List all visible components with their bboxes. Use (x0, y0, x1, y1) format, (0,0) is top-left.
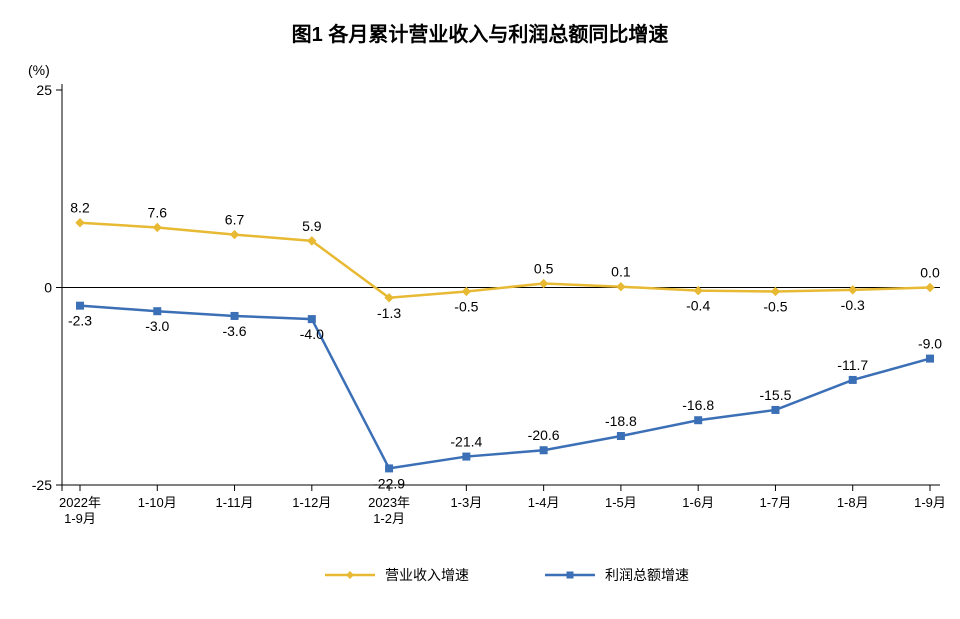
data-label: -2.3 (68, 313, 92, 329)
data-label: -9.0 (918, 336, 942, 352)
diamond-marker (926, 284, 934, 292)
legend-label-1: 利润总额增速 (605, 567, 689, 583)
x-tick-label: 1-2月 (373, 511, 405, 526)
square-marker (772, 406, 779, 413)
data-label: -20.6 (528, 427, 560, 443)
x-tick-label: 1-8月 (837, 495, 869, 510)
square-marker (154, 308, 161, 315)
chart-title: 图1 各月累计营业收入与利润总额同比增速 (0, 18, 960, 47)
data-label: -0.5 (763, 298, 787, 314)
x-tick-label: 1-10月 (138, 495, 177, 510)
x-tick-label: 1-9月 (914, 495, 946, 510)
diamond-marker (771, 287, 779, 295)
y-tick-label: 25 (36, 82, 52, 98)
square-marker (308, 316, 315, 323)
y-axis-unit-label: (%) (28, 62, 50, 78)
square-marker (540, 447, 547, 454)
data-label: -0.3 (841, 297, 865, 313)
chart-container: 图1 各月累计营业收入与利润总额同比增速 (%) -250252022年1-9月… (0, 0, 960, 619)
data-label: 6.7 (225, 212, 245, 228)
square-marker (231, 312, 238, 319)
diamond-marker (617, 283, 625, 291)
data-label: 0.1 (611, 264, 631, 280)
square-marker (927, 355, 934, 362)
x-tick-label: 1-6月 (682, 495, 714, 510)
square-marker (463, 453, 470, 460)
series-line-1 (80, 306, 930, 469)
data-label: 5.9 (302, 218, 322, 234)
x-tick-label: 1-3月 (450, 495, 482, 510)
x-tick-label: 2022年 (59, 495, 101, 510)
data-label: -4.0 (300, 326, 324, 342)
x-tick-label: 1-9月 (64, 511, 96, 526)
series-line-0 (80, 223, 930, 298)
x-tick-label: 1-5月 (605, 495, 637, 510)
square-marker (695, 417, 702, 424)
data-label: 0.0 (920, 265, 940, 281)
y-tick-label: 0 (44, 280, 52, 296)
data-label: -11.7 (837, 357, 868, 373)
data-label: 0.5 (534, 261, 554, 277)
data-label: 8.2 (70, 200, 90, 216)
x-tick-label: 1-7月 (760, 495, 792, 510)
data-label: 7.6 (148, 204, 168, 220)
x-tick-label: 1-12月 (292, 495, 331, 510)
data-label: -0.5 (454, 298, 478, 314)
diamond-marker (76, 219, 84, 227)
x-tick-label: 1-4月 (528, 495, 560, 510)
diamond-marker (540, 280, 548, 288)
data-label: -16.8 (682, 397, 714, 413)
x-tick-label: 1-11月 (216, 495, 254, 510)
data-label: -3.0 (145, 318, 169, 334)
x-tick-label: 2023年 (368, 495, 410, 510)
chart-svg: -250252022年1-9月1-10月1-11月1-12月2023年1-2月1… (0, 0, 960, 619)
square-marker (849, 376, 856, 383)
square-marker (386, 465, 393, 472)
square-marker (617, 433, 624, 440)
legend-label-0: 营业收入增速 (385, 567, 469, 583)
diamond-marker (153, 223, 161, 231)
data-label: -1.3 (377, 305, 401, 321)
data-label: -0.4 (686, 298, 710, 314)
data-label: -18.8 (605, 413, 637, 429)
data-label: -22.9 (373, 475, 405, 491)
data-label: -3.6 (222, 323, 246, 339)
y-tick-label: -25 (32, 477, 52, 493)
diamond-marker (231, 231, 239, 239)
data-label: -21.4 (450, 434, 482, 450)
diamond-marker (462, 287, 470, 295)
data-label: -15.5 (759, 387, 791, 403)
square-marker (77, 302, 84, 309)
